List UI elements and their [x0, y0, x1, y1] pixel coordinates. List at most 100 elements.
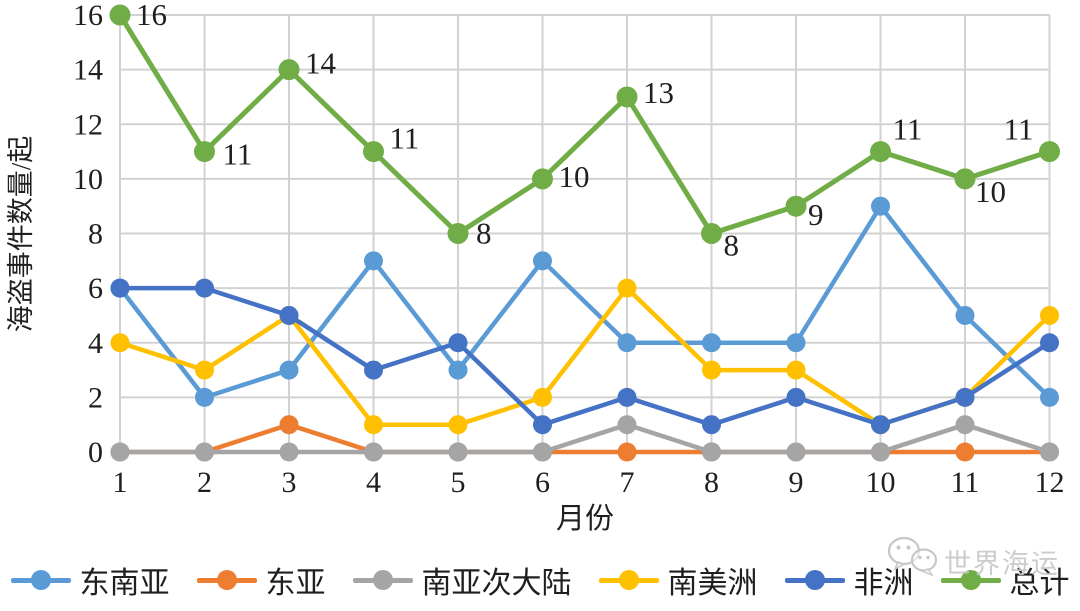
data-point-africa-m8 — [702, 415, 721, 435]
legend-label-total: 总计 — [1009, 567, 1070, 600]
data-point-south-america-m2 — [195, 360, 214, 380]
total-data-label-m6: 10 — [559, 159, 590, 194]
series-line-south-asian-subcontinent — [117, 422, 1052, 455]
y-axis-tick-label: 2 — [88, 381, 103, 414]
legend-item-africa: 非洲 — [784, 558, 914, 602]
x-axis-tick-label: 3 — [282, 466, 297, 499]
data-point-total-m2 — [194, 141, 215, 163]
legend-item-southeast-asia: 东南亚 — [10, 558, 170, 602]
data-point-total-m7 — [616, 86, 638, 108]
data-point-total-m3 — [278, 59, 300, 81]
data-point-africa-m6 — [533, 415, 552, 435]
legend-label-southeast-asia: 东南亚 — [79, 567, 170, 600]
x-axis-tick-label: 7 — [620, 466, 635, 499]
legend-item-south-america: 南美洲 — [598, 558, 758, 602]
data-point-south-asian-subcontinent-m1 — [110, 442, 130, 462]
total-data-label-m10: 11 — [893, 112, 923, 147]
legend-label-africa: 非洲 — [853, 567, 914, 600]
legend-item-total: 总计 — [940, 558, 1070, 602]
data-point-africa-m1 — [110, 278, 130, 298]
legend-marker-africa-icon — [784, 570, 845, 590]
data-point-africa-m11 — [955, 387, 975, 407]
legend-marker-south-america-icon — [598, 570, 659, 590]
y-axis-tick-label: 14 — [73, 54, 103, 87]
legend-marker-southeast-asia-icon — [10, 570, 71, 590]
data-point-total-m12 — [1039, 141, 1060, 163]
data-point-africa-m12 — [1040, 333, 1059, 353]
x-axis-tick-label: 8 — [704, 466, 719, 499]
data-point-total-m1 — [109, 4, 131, 26]
x-axis-title: 月份 — [556, 502, 614, 535]
data-point-southeast-asia-m9 — [786, 333, 806, 353]
total-data-label-m4: 11 — [390, 121, 420, 156]
y-axis-title: 海盗事件数量/起 — [6, 136, 36, 333]
total-data-label-m1: 16 — [136, 0, 167, 32]
data-point-africa-m2 — [195, 278, 214, 298]
data-point-southeast-asia-m3 — [279, 360, 299, 380]
data-point-total-m8 — [701, 223, 722, 244]
data-point-africa-m9 — [786, 387, 806, 407]
series-line-africa — [117, 285, 1052, 427]
data-point-total-m4 — [363, 141, 384, 163]
total-data-label-m3: 14 — [305, 46, 337, 81]
data-point-south-asian-subcontinent-m4 — [364, 442, 383, 462]
data-point-southeast-asia-m10 — [871, 196, 890, 216]
y-axis-tick-label: 6 — [88, 272, 103, 305]
data-point-south-asian-subcontinent-m8 — [702, 442, 721, 462]
series-line-south-america — [117, 285, 1052, 427]
legend-item-south-asian-subcontinent: 南亚次大陆 — [352, 558, 572, 602]
data-point-africa-m4 — [364, 360, 383, 380]
data-point-south-asian-subcontinent-m9 — [786, 442, 806, 462]
data-point-southeast-asia-m5 — [448, 360, 468, 380]
data-point-southeast-asia-m7 — [617, 333, 637, 353]
data-point-southeast-asia-m11 — [955, 305, 975, 325]
total-data-label-m12: 11 — [1004, 112, 1034, 147]
data-point-south-america-m4 — [364, 415, 383, 435]
legend-marker-east-asia-icon — [196, 570, 257, 590]
y-axis-tick-label: 0 — [88, 436, 103, 469]
data-point-africa-m3 — [279, 305, 299, 325]
data-point-total-m5 — [447, 223, 469, 244]
data-point-south-asian-subcontinent-m6 — [533, 442, 552, 462]
legend-item-east-asia: 东亚 — [196, 558, 326, 602]
data-point-south-america-m12 — [1040, 305, 1059, 325]
legend-label-south-asian-subcontinent: 南亚次大陆 — [421, 567, 572, 600]
series-line-east-asia — [117, 422, 1052, 455]
data-point-east-asia-m11 — [955, 442, 975, 462]
data-point-southeast-asia-m2 — [195, 387, 214, 407]
total-data-label-m7: 13 — [643, 75, 674, 110]
data-point-africa-m5 — [448, 333, 468, 353]
x-axis-tick-label: 1 — [113, 466, 128, 499]
data-point-africa-m10 — [871, 415, 890, 435]
y-axis-tick-label: 8 — [88, 218, 103, 251]
data-point-total-m9 — [785, 195, 807, 217]
data-point-east-asia-m3 — [279, 415, 299, 435]
legend-marker-south-asian-subcontinent-icon — [352, 570, 413, 590]
legend-marker-total-icon — [940, 570, 1001, 590]
data-point-south-asian-subcontinent-m12 — [1040, 442, 1059, 462]
chart-legend: 东南亚 东亚 南亚次大陆 南美洲 非洲 总计 — [0, 552, 1080, 608]
data-point-south-asian-subcontinent-m5 — [448, 442, 468, 462]
data-point-south-america-m5 — [448, 415, 468, 435]
total-data-label-m11: 10 — [975, 174, 1006, 209]
y-axis-tick-label: 4 — [88, 327, 103, 360]
data-point-total-m10 — [870, 141, 891, 163]
x-axis-tick-label: 9 — [789, 466, 804, 499]
x-axis-tick-label: 4 — [366, 466, 381, 499]
y-axis-tick-label: 10 — [73, 163, 103, 196]
data-point-africa-m7 — [617, 387, 637, 407]
data-point-south-america-m9 — [786, 360, 806, 380]
series-line-total — [117, 12, 1052, 236]
y-axis-tick-label: 12 — [73, 108, 103, 141]
legend-label-south-america: 南美洲 — [667, 567, 758, 600]
data-point-east-asia-m7 — [617, 442, 637, 462]
legend-label-east-asia: 东亚 — [265, 567, 326, 600]
data-point-southeast-asia-m12 — [1040, 387, 1059, 407]
x-axis-tick-label: 6 — [535, 466, 550, 499]
data-point-south-asian-subcontinent-m7 — [617, 415, 637, 435]
total-data-label-m9: 9 — [808, 197, 824, 232]
data-point-south-america-m6 — [533, 387, 552, 407]
data-point-south-asian-subcontinent-m3 — [279, 442, 299, 462]
